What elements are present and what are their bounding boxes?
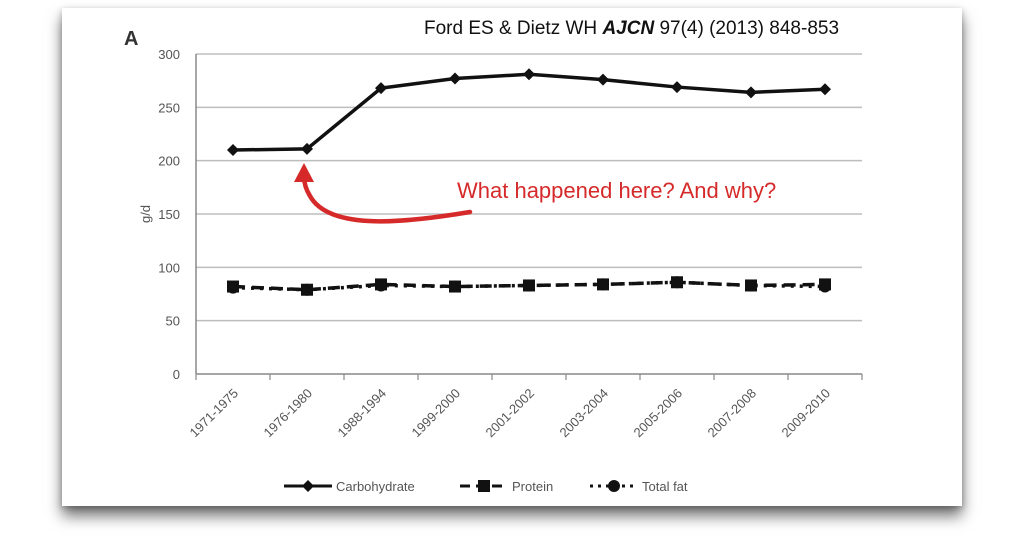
- y-axis-label: g/d: [138, 205, 153, 223]
- legend-marker-carbohydrate: [302, 480, 314, 492]
- protein-point: [597, 278, 609, 291]
- protein-point: [301, 283, 313, 296]
- protein-point: [449, 280, 461, 293]
- y-tick-label: 200: [158, 154, 180, 169]
- y-tick-label: 250: [158, 100, 180, 115]
- y-tick-label: 50: [166, 314, 180, 329]
- carbohydrate-line: [232, 72, 826, 152]
- citation-ref: 97(4) (2013) 848-853: [659, 18, 840, 39]
- x-tick-label: 1999-2000: [409, 386, 464, 441]
- annotation-arrowhead: [294, 163, 314, 182]
- y-tick-label: 300: [158, 47, 180, 62]
- protein-point: [375, 278, 387, 291]
- carbohydrate-point: [671, 81, 683, 94]
- y-tick-label: 0: [173, 367, 180, 382]
- legend-label-carbohydrate: Carbohydrate: [336, 479, 415, 494]
- legend-marker-total-fat: [608, 480, 620, 492]
- carbohydrate-point: [523, 68, 535, 81]
- citation-authors: Ford ES & Dietz WH: [424, 18, 598, 39]
- legend-label-protein: Protein: [512, 479, 553, 494]
- protein-point: [671, 276, 683, 289]
- protein-point: [227, 280, 239, 293]
- annotation-arrow: [301, 173, 473, 224]
- y-tick-label: 150: [158, 207, 180, 222]
- panel-label: A: [124, 28, 139, 50]
- x-tick-label: 1971-1975: [187, 386, 242, 441]
- carbohydrate-point: [745, 86, 757, 99]
- protein-point: [819, 278, 831, 291]
- protein-point: [523, 279, 535, 292]
- citation: Ford ES & Dietz WH AJCN 97(4) (2013) 848…: [424, 18, 839, 40]
- x-tick-label: 2003-2004: [557, 386, 612, 441]
- x-tick-label: 2005-2006: [631, 386, 686, 441]
- legend-marker-protein: [478, 480, 490, 492]
- carbohydrate-point: [597, 73, 609, 86]
- annotation-text: What happened here? And why?: [457, 178, 777, 203]
- x-tick-label: 1976-1980: [261, 386, 316, 441]
- x-tick-label: 2009-2010: [779, 386, 834, 441]
- citation-journal: AJCN: [602, 18, 655, 39]
- legend-label-total-fat: Total fat: [642, 479, 688, 494]
- carbohydrate-point: [227, 144, 239, 156]
- x-tick-label: 2001-2002: [483, 386, 538, 441]
- carbohydrate-point: [375, 82, 387, 95]
- x-tick-label: 2007-2008: [705, 386, 760, 441]
- carbohydrate-point: [449, 72, 461, 85]
- y-tick-label: 100: [158, 260, 180, 275]
- carbohydrate-point: [301, 142, 313, 155]
- protein-point: [745, 279, 757, 292]
- carbohydrate-point: [819, 83, 831, 96]
- x-tick-label: 1988-1994: [335, 386, 390, 441]
